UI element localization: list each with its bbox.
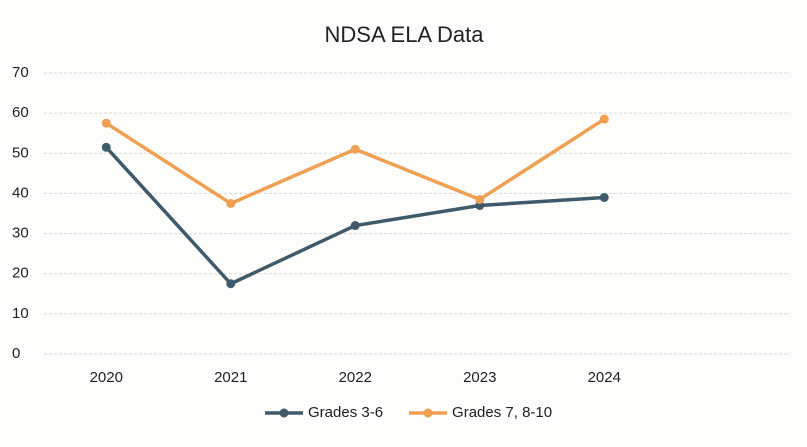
legend-label: Grades 7, 8-10 bbox=[452, 404, 552, 421]
x-tick-label: 2023 bbox=[463, 369, 496, 386]
x-tick-label: 2020 bbox=[90, 369, 123, 386]
y-tick-label: 70 bbox=[12, 64, 29, 81]
y-tick-label: 50 bbox=[12, 144, 29, 161]
point bbox=[599, 114, 609, 124]
x-tick-label: 2024 bbox=[588, 369, 621, 386]
y-tick-label: 0 bbox=[12, 345, 20, 362]
y-tick-label: 10 bbox=[12, 305, 29, 322]
point bbox=[350, 221, 360, 231]
legend-label: Grades 3-6 bbox=[308, 404, 383, 421]
point bbox=[101, 142, 111, 152]
legend-marker bbox=[423, 408, 433, 418]
legend-marker bbox=[279, 408, 289, 418]
y-tick-label: 40 bbox=[12, 184, 29, 201]
point bbox=[475, 194, 485, 204]
point bbox=[226, 198, 236, 208]
y-tick-label: 30 bbox=[12, 225, 29, 242]
x-tick-label: 2021 bbox=[214, 369, 247, 386]
point bbox=[350, 144, 360, 154]
x-tick-label: 2022 bbox=[339, 369, 372, 386]
chart-title: NDSA ELA Data bbox=[325, 22, 485, 47]
point bbox=[226, 279, 236, 289]
y-tick-label: 60 bbox=[12, 104, 29, 121]
y-tick-label: 20 bbox=[12, 265, 29, 282]
point bbox=[101, 118, 111, 128]
point bbox=[599, 192, 609, 202]
